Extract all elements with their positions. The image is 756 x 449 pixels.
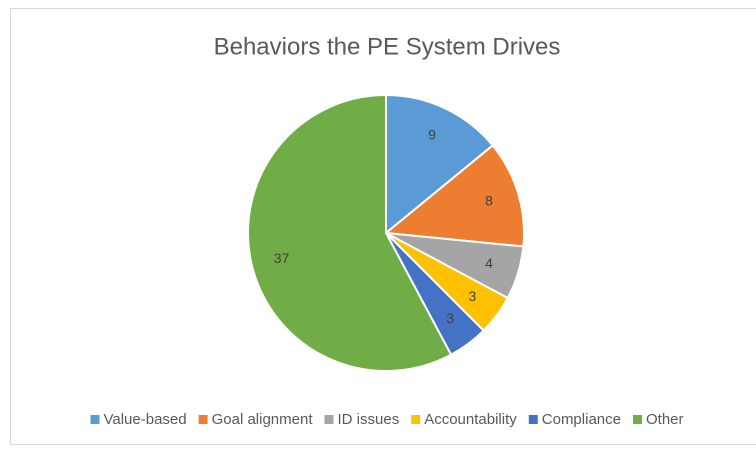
legend-swatch: [411, 415, 421, 424]
legend-label: Other: [646, 411, 684, 428]
legend-label: Accountability: [424, 411, 517, 428]
data-label: 37: [274, 250, 290, 266]
legend-swatch: [528, 415, 538, 424]
data-label: 9: [428, 126, 436, 142]
chart-title: Behaviors the PE System Drives: [214, 33, 561, 60]
data-label: 3: [446, 310, 454, 326]
legend-swatch: [198, 415, 208, 424]
data-label: 3: [469, 288, 477, 304]
legend-swatch: [90, 415, 100, 424]
pie-slice: [383, 144, 525, 248]
legend-label: Goal alignment: [212, 411, 314, 428]
legend-label: Compliance: [542, 411, 621, 428]
legend-label: ID issues: [338, 411, 400, 428]
legend-label: Value-based: [103, 411, 186, 428]
legend-swatch: [632, 415, 642, 424]
data-label: 8: [485, 192, 493, 208]
pie-slice: [385, 93, 495, 236]
legend-swatch: [324, 415, 334, 424]
data-label: 4: [485, 255, 493, 271]
pie-slice: [247, 93, 453, 372]
